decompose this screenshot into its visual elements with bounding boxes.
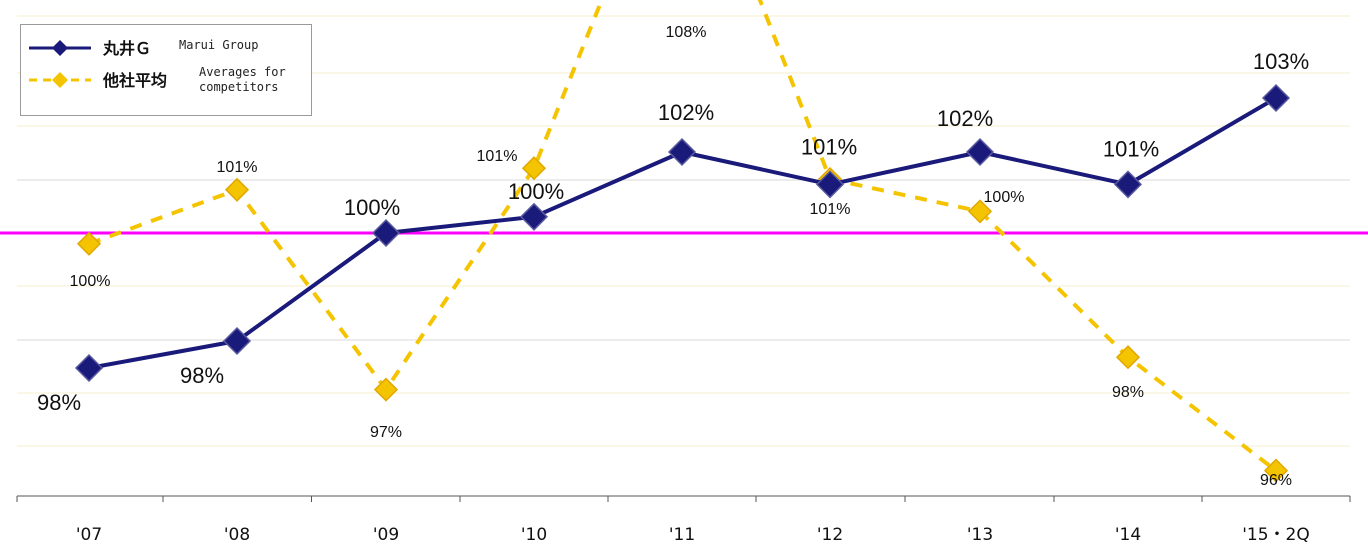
x-tick-label: '08 <box>224 525 250 545</box>
x-tick-label: '07 <box>76 525 102 545</box>
data-label-competitors: 100% <box>984 189 1025 206</box>
x-tick-label: '15・2Q <box>1242 525 1310 545</box>
legend-label-competitors-en: Averages for competitors <box>199 65 286 94</box>
legend-item-marui: 丸井Ｇ Marui Group <box>21 33 311 63</box>
data-labels: 98% 98% 100% 100% 102% 101% 102% 101% 103% 100% 10… <box>37 24 1309 489</box>
point-marui <box>667 137 697 167</box>
legend-label-competitors: 他社平均 <box>103 71 168 90</box>
data-label-competitors: 96% <box>1260 472 1292 489</box>
data-label-competitors: 100% <box>70 273 111 290</box>
point-marui <box>371 218 401 248</box>
x-axis: '07 '08 '09 '10 '11 '12 '13 '14 '15・2Q <box>16 495 1351 545</box>
point-competitors <box>76 231 102 256</box>
point-competitors <box>1263 458 1289 483</box>
series-layer <box>74 0 1291 483</box>
data-label-marui: 101% <box>1103 136 1159 161</box>
data-label-competitors: 101% <box>477 148 518 165</box>
data-label-competitors: 101% <box>810 201 851 218</box>
x-tick-label: '10 <box>521 525 547 545</box>
data-label-marui: 102% <box>937 106 993 131</box>
legend: 丸井Ｇ Marui Group 他社平均 Averages for compet… <box>20 24 312 116</box>
legend-item-competitors: 他社平均 Averages for competitors <box>21 65 311 95</box>
point-marui <box>222 326 252 356</box>
data-label-competitors: 97% <box>370 424 402 441</box>
legend-label-marui-en: Marui Group <box>179 38 259 52</box>
x-tick-label: '14 <box>1115 525 1141 545</box>
point-competitors <box>967 199 993 224</box>
point-competitors <box>1115 345 1141 370</box>
data-label-competitors: 101% <box>217 159 258 176</box>
data-label-marui: 98% <box>37 390 81 415</box>
data-label-marui: 102% <box>658 100 714 125</box>
point-competitors <box>373 377 399 402</box>
legend-swatch-marui <box>29 40 91 56</box>
point-marui <box>965 137 995 167</box>
x-tick-label: '13 <box>967 525 993 545</box>
point-marui <box>815 170 845 199</box>
x-tick-label: '09 <box>373 525 399 545</box>
data-label-competitors: 108% <box>666 24 707 41</box>
legend-label-marui: 丸井Ｇ <box>103 39 152 58</box>
data-label-marui: 100% <box>344 195 400 220</box>
data-label-marui: 103% <box>1253 49 1309 74</box>
point-marui <box>1261 83 1291 113</box>
x-tick-label: '12 <box>817 525 843 545</box>
data-label-marui: 101% <box>801 134 857 159</box>
point-marui <box>1113 170 1143 199</box>
data-label-marui: 98% <box>180 363 224 388</box>
point-competitors <box>224 177 250 202</box>
series-line-competitors <box>88 0 1278 473</box>
data-label-competitors: 98% <box>1112 384 1144 401</box>
point-marui <box>519 202 549 231</box>
point-competitors <box>521 156 547 181</box>
x-tick-label: '11 <box>669 525 695 545</box>
legend-swatch-competitors <box>29 72 91 88</box>
point-marui <box>74 353 104 383</box>
data-label-marui: 100% <box>508 179 564 204</box>
